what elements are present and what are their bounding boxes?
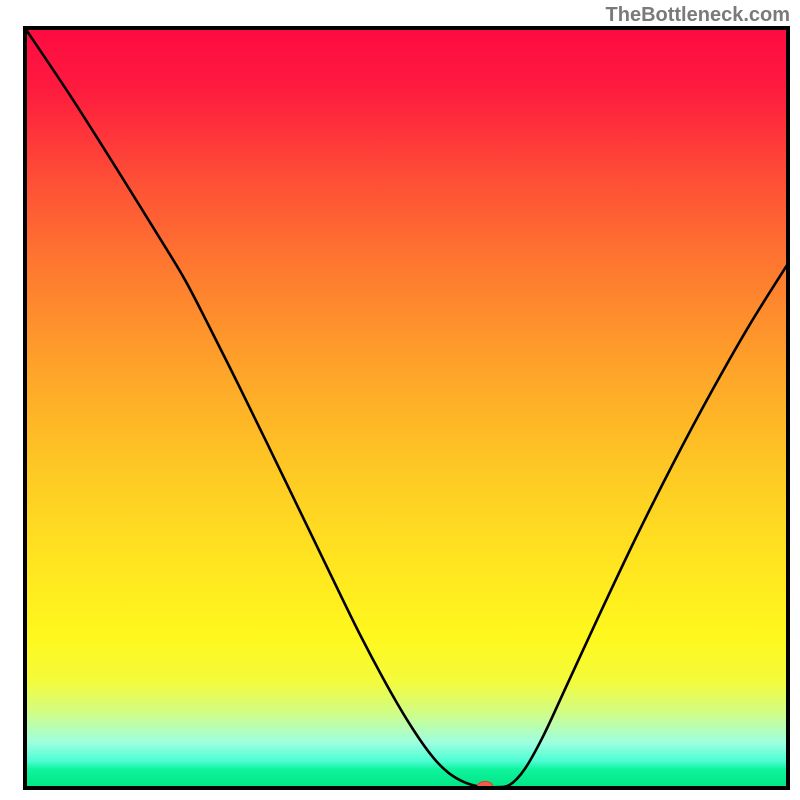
chart-background (25, 28, 788, 788)
bottleneck-chart (0, 0, 800, 800)
watermark-text: TheBottleneck.com (606, 4, 790, 27)
